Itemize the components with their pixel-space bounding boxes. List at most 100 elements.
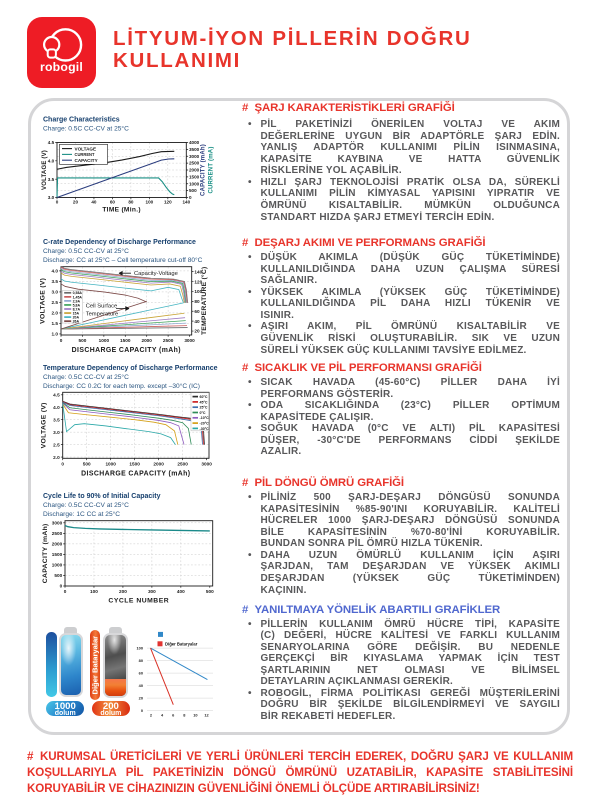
- svg-text:Temperature: Temperature: [86, 312, 119, 318]
- svg-text:80: 80: [194, 299, 200, 304]
- svg-text:1000: 1000: [105, 462, 116, 467]
- svg-text:2.5: 2.5: [53, 442, 60, 447]
- svg-text:CYCLE NUMBER: CYCLE NUMBER: [108, 598, 169, 605]
- svg-text:0,58A: 0,58A: [73, 291, 83, 295]
- svg-text:2000: 2000: [189, 168, 200, 173]
- svg-text:40: 40: [91, 200, 97, 205]
- svg-text:2.0: 2.0: [53, 455, 60, 460]
- svg-text:Cycle Life to 90% of Initial C: Cycle Life to 90% of Initial Capacity: [43, 493, 161, 500]
- svg-text:Temperature Dependency of Disc: Temperature Dependency of Discharge Perf…: [43, 365, 218, 372]
- svg-text:2000: 2000: [52, 541, 63, 546]
- svg-text:80: 80: [128, 200, 134, 205]
- svg-text:1000: 1000: [99, 338, 110, 343]
- svg-text:120: 120: [164, 200, 172, 205]
- svg-text:VOLTAGE (V): VOLTAGE (V): [40, 278, 47, 324]
- svg-text:0: 0: [64, 589, 67, 594]
- svg-text:0: 0: [56, 200, 59, 205]
- svg-text:25°C: 25°C: [200, 406, 208, 410]
- svg-text:4.5: 4.5: [53, 392, 60, 397]
- svg-text:26A: 26A: [73, 320, 80, 324]
- svg-text:0: 0: [60, 338, 63, 343]
- svg-text:Charge: 0.5C CC-CV at 25°C: Charge: 0.5C CC-CV at 25°C: [43, 247, 129, 255]
- svg-text:4.0: 4.0: [53, 405, 60, 410]
- svg-text:1000: 1000: [189, 181, 200, 186]
- svg-text:3000: 3000: [189, 154, 200, 159]
- svg-text:C-rate Dependency of Discharge: C-rate Dependency of Discharge Performan…: [43, 239, 196, 246]
- svg-text:Cell Surface: Cell Surface: [86, 304, 118, 310]
- svg-text:1500: 1500: [189, 174, 200, 179]
- svg-text:100: 100: [90, 589, 98, 594]
- svg-text:-20°C: -20°C: [200, 422, 210, 426]
- svg-text:60: 60: [110, 200, 116, 205]
- svg-text:0: 0: [60, 584, 63, 589]
- svg-text:100: 100: [146, 200, 154, 205]
- svg-text:8: 8: [183, 713, 186, 718]
- svg-text:1.0: 1.0: [51, 332, 58, 337]
- svg-text:-10°C: -10°C: [200, 416, 210, 420]
- svg-text:0: 0: [61, 462, 64, 467]
- svg-text:300: 300: [148, 589, 156, 594]
- svg-text:0°C: 0°C: [200, 411, 206, 415]
- svg-text:3500: 3500: [189, 147, 200, 152]
- svg-text:3.0: 3.0: [51, 290, 58, 295]
- svg-text:2,9A: 2,9A: [73, 299, 81, 303]
- svg-text:2000: 2000: [153, 462, 164, 467]
- svg-text:8,7A: 8,7A: [73, 307, 81, 311]
- svg-text:Discharge: CC at 25°C – Cell t: Discharge: CC at 25°C – Cell temperature…: [43, 256, 203, 264]
- svg-text:TIME (Min.): TIME (Min.): [102, 207, 140, 214]
- svg-text:VOLTAGE (V): VOLTAGE (V): [41, 402, 48, 448]
- svg-text:1,45A: 1,45A: [73, 295, 83, 299]
- svg-text:1500: 1500: [52, 552, 63, 557]
- svg-text:60: 60: [194, 309, 200, 314]
- svg-text:Discharge: CC 0.2C for each te: Discharge: CC 0.2C for each temp. except…: [43, 382, 200, 390]
- svg-text:CURRENT: CURRENT: [75, 152, 96, 157]
- svg-text:3.0: 3.0: [53, 430, 60, 435]
- svg-text:Charge: 0.5C CC-CV at 25°C: Charge: 0.5C CC-CV at 25°C: [43, 373, 129, 381]
- svg-text:2500: 2500: [177, 462, 188, 467]
- svg-text:2500: 2500: [189, 161, 200, 166]
- svg-text:20: 20: [73, 200, 79, 205]
- svg-text:0: 0: [189, 195, 192, 200]
- svg-text:10: 10: [193, 713, 197, 718]
- svg-text:1500: 1500: [120, 338, 131, 343]
- svg-text:2000: 2000: [141, 338, 152, 343]
- svg-text:3000: 3000: [201, 462, 212, 467]
- svg-text:DISCHARGE CAPACITY (mAh): DISCHARGE CAPACITY (mAh): [72, 347, 181, 354]
- svg-text:DISCHARGE CAPACITY (mAh): DISCHARGE CAPACITY (mAh): [81, 471, 190, 478]
- svg-text:3.5: 3.5: [51, 279, 58, 284]
- svg-text:3.0: 3.0: [48, 195, 55, 200]
- svg-text:500: 500: [206, 589, 214, 594]
- svg-text:robogil: robogil: [40, 60, 83, 74]
- svg-text:45°C: 45°C: [200, 400, 208, 404]
- svg-text:VOLTAGE (V): VOLTAGE (V): [42, 150, 48, 190]
- svg-text:20: 20: [194, 329, 200, 334]
- svg-text:-30°C: -30°C: [200, 427, 210, 431]
- svg-text:Capacity-Voltage: Capacity-Voltage: [134, 271, 178, 277]
- svg-text:Charge Characteristics: Charge Characteristics: [43, 117, 120, 124]
- svg-text:2500: 2500: [163, 338, 174, 343]
- svg-text:5,8A: 5,8A: [73, 303, 81, 307]
- svg-text:20A: 20A: [73, 316, 80, 320]
- svg-text:3.5: 3.5: [53, 417, 60, 422]
- svg-text:Diğer Bataryalar: Diğer Bataryalar: [165, 642, 198, 647]
- svg-text:100: 100: [194, 289, 202, 294]
- svg-text:4: 4: [161, 713, 164, 718]
- svg-text:2.5: 2.5: [51, 300, 58, 305]
- svg-text:1000: 1000: [52, 563, 63, 568]
- svg-text:15A: 15A: [73, 311, 80, 315]
- svg-text:200: 200: [119, 589, 127, 594]
- svg-text:VOLTAGE: VOLTAGE: [75, 146, 97, 151]
- svg-text:500: 500: [54, 573, 62, 578]
- svg-text:60: 60: [139, 671, 143, 676]
- svg-text:500: 500: [79, 338, 87, 343]
- svg-text:140: 140: [182, 200, 190, 205]
- svg-text:40: 40: [139, 683, 143, 688]
- svg-text:2500: 2500: [52, 531, 63, 536]
- svg-text:Charge: 0.5C CC-CV at 25°C: Charge: 0.5C CC-CV at 25°C: [43, 501, 129, 509]
- svg-text:CAPACITY (mAh): CAPACITY (mAh): [201, 144, 207, 196]
- svg-text:12: 12: [204, 713, 209, 718]
- svg-text:1.5: 1.5: [51, 321, 58, 326]
- svg-text:3000: 3000: [52, 520, 63, 525]
- svg-text:4000: 4000: [189, 140, 200, 145]
- svg-text:20: 20: [139, 696, 143, 701]
